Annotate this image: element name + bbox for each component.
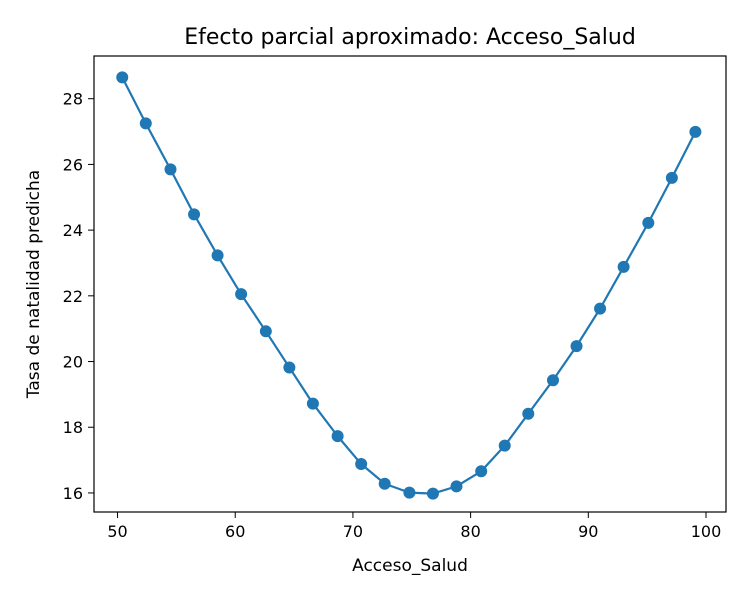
data-point: [259, 325, 272, 338]
data-point: [594, 302, 607, 315]
chart-title: Efecto parcial aproximado: Acceso_Salud: [184, 25, 636, 50]
x-tick-label: 80: [460, 522, 480, 541]
data-point: [570, 340, 583, 353]
data-point: [665, 171, 678, 184]
x-tick-label: 100: [691, 522, 722, 541]
data-point: [546, 374, 559, 387]
x-tick-label: 50: [107, 522, 127, 541]
axis-ticks: 50 60 70 80 90 100 16 18 20 22 24 26 28: [63, 90, 722, 541]
data-point: [522, 407, 535, 420]
y-axis-label: Tasa de natalidad predicha: [24, 170, 44, 399]
data-point: [116, 71, 129, 84]
data-point: [450, 480, 463, 493]
data-point: [306, 397, 319, 410]
data-point: [139, 117, 152, 130]
data-point: [403, 486, 416, 499]
data-point: [498, 439, 511, 452]
data-point: [331, 430, 344, 443]
data-point: [283, 361, 296, 374]
data-point: [211, 249, 224, 262]
x-axis-label: Acceso_Salud: [352, 556, 468, 576]
data-point: [188, 208, 201, 221]
y-tick-label: 24: [63, 221, 83, 240]
data-point: [164, 163, 177, 176]
x-tick-label: 60: [225, 522, 245, 541]
x-tick-label: 90: [578, 522, 598, 541]
y-tick-label: 16: [63, 484, 83, 503]
y-tick-label: 22: [63, 287, 83, 306]
data-point: [426, 487, 439, 500]
axes-frame: [93, 55, 727, 513]
data-point: [378, 477, 391, 490]
x-tick-label: 70: [343, 522, 363, 541]
y-tick-label: 18: [63, 418, 83, 437]
data-point: [355, 458, 368, 471]
data-point: [475, 465, 488, 478]
y-tick-label: 28: [63, 90, 83, 109]
data-series: [116, 71, 702, 500]
data-point: [617, 260, 630, 273]
data-point: [235, 288, 248, 301]
y-tick-label: 26: [63, 155, 83, 174]
data-point: [642, 216, 655, 229]
y-tick-label: 20: [63, 353, 83, 372]
data-point: [689, 125, 702, 138]
